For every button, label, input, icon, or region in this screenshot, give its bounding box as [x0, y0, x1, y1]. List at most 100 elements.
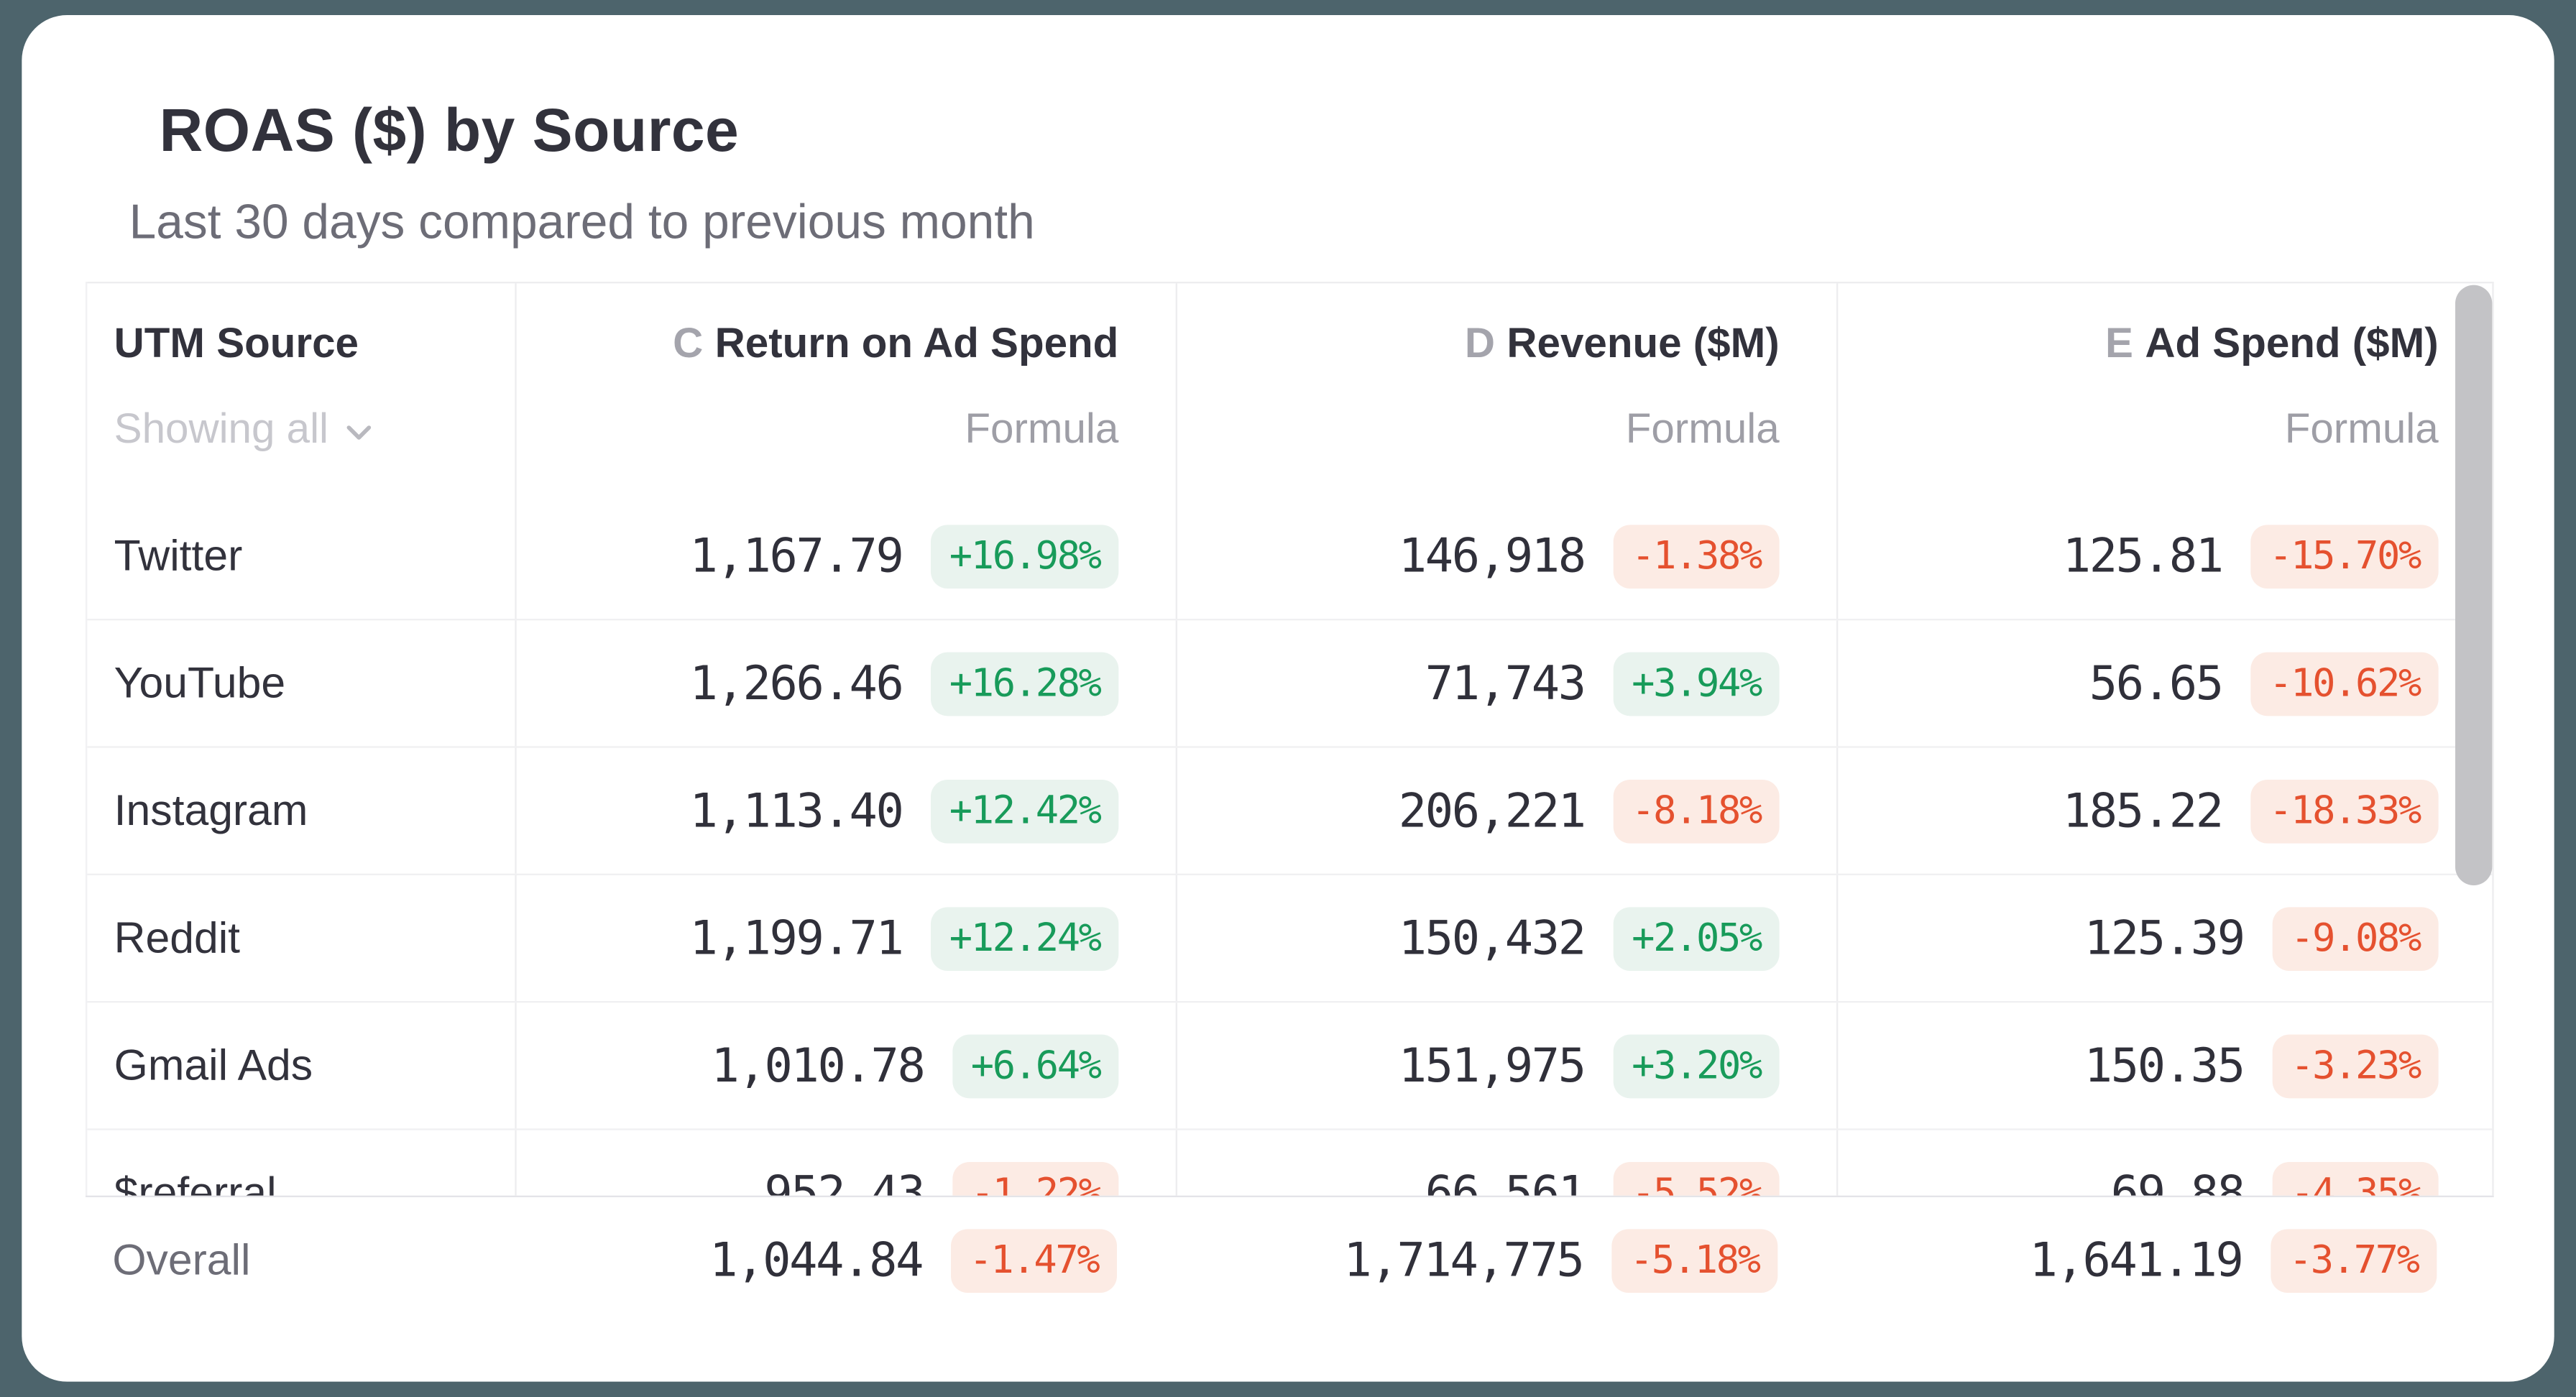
column-ref: C: [673, 320, 704, 367]
scrollbar[interactable]: [2455, 285, 2493, 885]
metric-value: 146,918: [1398, 527, 1586, 584]
widget-header: ROAS ($) by Source Last 30 days compared…: [22, 15, 2554, 282]
ad-spend-cell: 1,641.19 -3.77%: [1835, 1197, 2494, 1323]
metric-value: 69.88: [2110, 1165, 2245, 1196]
roas-cell: 1,167.79 +16.98%: [515, 492, 1175, 619]
utm-source-label: UTM Source: [114, 320, 359, 367]
source-filter-label: Showing all: [114, 405, 329, 453]
ad-spend-cell: 125.81 -15.70%: [1836, 492, 2492, 619]
metric-value: 185.22: [2062, 783, 2224, 839]
roas-cell: 1,010.78 +6.64%: [515, 1002, 1175, 1129]
formula-label: Formula: [965, 405, 1119, 453]
metric-value: 56.65: [2089, 655, 2224, 711]
formula-label: Formula: [1625, 405, 1780, 453]
table-row-instagram: Instagram 1,113.40 +12.42% 206,221 -8.18…: [87, 747, 2493, 875]
column-title: Revenue ($M): [1506, 320, 1780, 367]
column-title: Ad Spend ($M): [2145, 320, 2439, 367]
metric-value: 952.43: [764, 1165, 925, 1196]
revenue-cell: 66,561 -5.52%: [1175, 1130, 1836, 1196]
metric-value: 1,199.71: [689, 910, 903, 966]
source-filter-dropdown[interactable]: Showing all: [114, 402, 372, 456]
revenue-cell: 146,918 -1.38%: [1175, 492, 1836, 619]
roas-cell: 1,113.40 +12.42%: [515, 747, 1175, 874]
delta-badge: -9.08%: [2272, 906, 2439, 970]
metric-value: 1,044.84: [709, 1232, 924, 1288]
delta-badge: +16.28%: [931, 651, 1119, 716]
table-row-youtube: YouTube 1,266.46 +16.28% 71,743 +3.94% 5…: [87, 620, 2493, 748]
delta-badge: +6.64%: [952, 1033, 1119, 1098]
roas-cell: 1,044.84 -1.47%: [513, 1197, 1174, 1323]
delta-badge: -4.35%: [2272, 1161, 2439, 1196]
revenue-cell: 1,714,775 -5.18%: [1174, 1197, 1834, 1323]
delta-badge: +12.42%: [931, 778, 1119, 843]
delta-badge: +3.20%: [1613, 1033, 1780, 1098]
table-body: Twitter 1,167.79 +16.98% 146,918 -1.38% …: [87, 492, 2493, 1196]
formula-label: Formula: [2284, 405, 2439, 453]
source-cell: Reddit: [114, 912, 241, 963]
delta-badge: -10.62%: [2250, 651, 2439, 716]
roas-cell: 952.43 -1.22%: [515, 1130, 1175, 1196]
metric-value: 1,266.46: [689, 655, 903, 711]
ad-spend-cell: 185.22 -18.33%: [1836, 747, 2492, 874]
metric-value: 206,221: [1398, 783, 1586, 839]
table-row-twitter: Twitter 1,167.79 +16.98% 146,918 -1.38% …: [87, 492, 2493, 621]
table-row-reddit: Reddit 1,199.71 +12.24% 150,432 +2.05% 1…: [87, 875, 2493, 1003]
delta-badge: -8.18%: [1613, 778, 1780, 843]
table-scroll-region: UTM Source Showing all C Return on Ad Spe…: [85, 281, 2494, 1196]
column-header-roas: C Return on Ad Spend Formula: [515, 283, 1175, 493]
delta-badge: -18.33%: [2250, 778, 2439, 843]
column-header-revenue: D Revenue ($M) Formula: [1175, 283, 1836, 493]
delta-badge: +3.94%: [1613, 651, 1780, 716]
column-ref: D: [1464, 320, 1496, 367]
metric-value: 151,975: [1398, 1038, 1586, 1094]
metric-value: 1,641.19: [2029, 1232, 2243, 1288]
widget-title: ROAS ($) by Source: [159, 95, 740, 165]
revenue-cell: 151,975 +3.20%: [1175, 1002, 1836, 1129]
metric-value: 150.35: [2084, 1038, 2245, 1094]
delta-badge: +2.05%: [1613, 906, 1780, 970]
roas-table: UTM Source Showing all C Return on Ad Spe…: [85, 281, 2494, 1323]
source-cell: Twitter: [114, 530, 243, 581]
ad-spend-cell: 150.35 -3.23%: [1836, 1002, 2492, 1129]
source-cell: $referral: [114, 1166, 277, 1196]
metric-value: 66,561: [1425, 1165, 1586, 1196]
metric-value: 71,743: [1425, 655, 1586, 711]
delta-badge: -1.22%: [952, 1161, 1119, 1196]
roas-cell: 1,199.71 +12.24%: [515, 875, 1175, 1001]
delta-badge: -5.52%: [1613, 1161, 1780, 1196]
delta-badge: +12.24%: [931, 906, 1119, 970]
ad-spend-cell: 125.39 -9.08%: [1836, 875, 2492, 1001]
chevron-down-icon: [345, 418, 372, 440]
metric-value: 1,714,775: [1343, 1232, 1584, 1288]
table-row-gmail-ads: Gmail Ads 1,010.78 +6.64% 151,975 +3.20%…: [87, 1002, 2493, 1130]
delta-badge: +16.98%: [931, 524, 1119, 588]
ad-spend-cell: 56.65 -10.62%: [1836, 620, 2492, 747]
delta-badge: -1.47%: [950, 1228, 1117, 1292]
ad-spend-cell: 69.88 -4.35%: [1836, 1130, 2492, 1196]
footer-row-overall: Overall 1,044.84 -1.47% 1,714,775 -5.18%…: [85, 1195, 2494, 1323]
delta-badge: -3.23%: [2272, 1033, 2439, 1098]
metric-value: 125.39: [2084, 910, 2245, 966]
table-header-row: UTM Source Showing all C Return on Ad Spe…: [87, 281, 2493, 493]
metric-value: 1,167.79: [689, 527, 903, 584]
revenue-cell: 71,743 +3.94%: [1175, 620, 1836, 747]
delta-badge: -3.77%: [2271, 1228, 2437, 1292]
source-cell: Overall: [112, 1234, 251, 1285]
delta-badge: -1.38%: [1613, 524, 1780, 588]
metric-value: 150,432: [1398, 910, 1586, 966]
revenue-cell: 150,432 +2.05%: [1175, 875, 1836, 1001]
widget-subtitle: Last 30 days compared to previous month: [129, 195, 1035, 250]
metric-value: 125.81: [2062, 527, 2224, 584]
metric-value: 1,010.78: [711, 1038, 925, 1094]
source-cell: Gmail Ads: [114, 1039, 313, 1090]
delta-badge: -15.70%: [2250, 524, 2439, 588]
roas-widget-card: ROAS ($) by Source Last 30 days compared…: [22, 14, 2554, 1382]
table-row-referral: $referral 952.43 -1.22% 66,561 -5.52% 69…: [87, 1130, 2492, 1196]
table-footer: Overall 1,044.84 -1.47% 1,714,775 -5.18%…: [85, 1195, 2494, 1323]
delta-badge: -5.18%: [1611, 1228, 1778, 1292]
column-title: Return on Ad Spend: [714, 320, 1119, 367]
column-ref: E: [2105, 320, 2133, 367]
column-header-ad-spend: E Ad Spend ($M) Formula: [1836, 283, 2496, 493]
revenue-cell: 206,221 -8.18%: [1175, 747, 1836, 874]
